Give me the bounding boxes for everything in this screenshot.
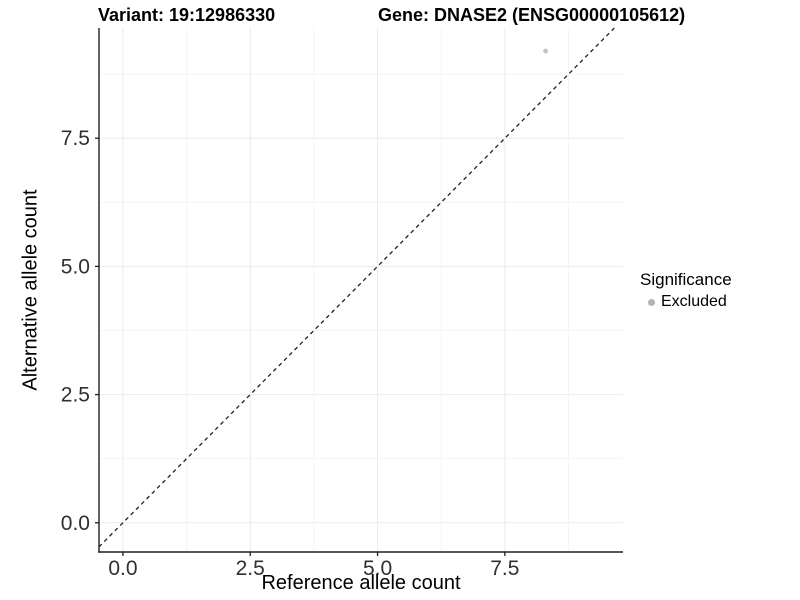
data-point-excluded xyxy=(543,48,548,54)
x-tick-label: 0.0 xyxy=(108,557,137,580)
identity-line xyxy=(98,27,615,548)
legend-title: Significance xyxy=(640,270,732,289)
y-tick-label: 7.5 xyxy=(61,127,90,150)
excluded-point-icon xyxy=(648,298,655,306)
x-tick-label: 5.0 xyxy=(363,557,392,580)
x-axis-title: Reference allele count xyxy=(261,572,461,594)
legend-item-excluded: Excluded xyxy=(640,293,732,311)
y-tick-label: 0.0 xyxy=(61,512,90,535)
legend-item-label: Excluded xyxy=(661,293,727,310)
y-tick-label: 5.0 xyxy=(61,255,90,278)
y-tick-label: 2.5 xyxy=(61,384,90,407)
x-tick-label: 2.5 xyxy=(236,557,265,580)
gene-title: Gene: DNASE2 (ENSG00000105612) xyxy=(378,5,686,25)
variant-title: Variant: 19:12986330 xyxy=(98,5,276,25)
x-tick-label: 7.5 xyxy=(490,557,519,580)
legend: Significance Excluded xyxy=(640,270,732,311)
y-axis-title: Alternative allele count xyxy=(19,189,42,391)
